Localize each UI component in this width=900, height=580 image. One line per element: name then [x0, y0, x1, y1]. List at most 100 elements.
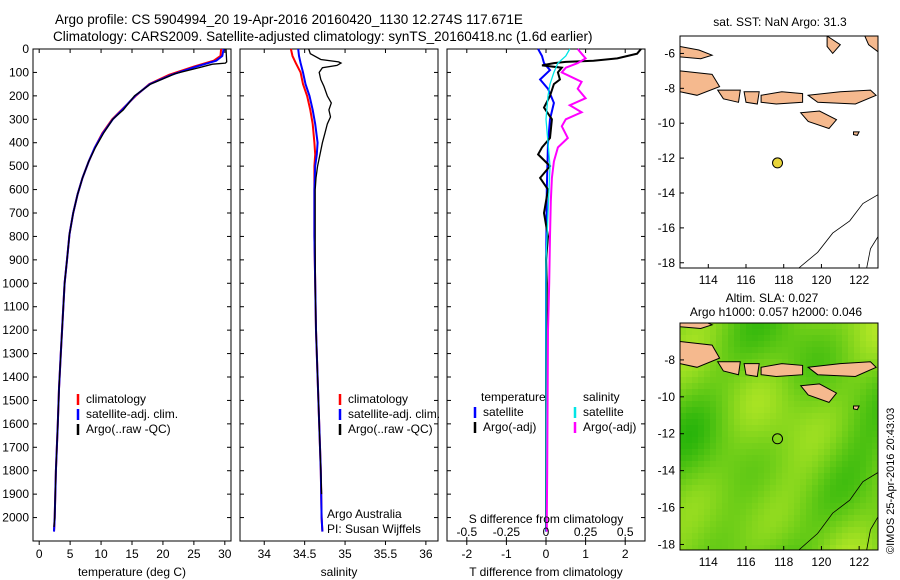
sla-cell [758, 353, 765, 360]
sla-cell [758, 503, 765, 510]
sla-cell [800, 503, 807, 510]
sla-cell [842, 509, 849, 516]
sla-cell [788, 419, 795, 426]
temperature-panel: 0 5 10 15 20 25 300100200300400500600700800900… [2, 42, 232, 579]
sla-cell [692, 419, 699, 426]
sla-cell [764, 461, 771, 468]
y-tick-label: 2000 [2, 511, 29, 525]
sla-cell [818, 353, 825, 360]
sla-cell [848, 449, 855, 456]
sla-cell [746, 455, 753, 462]
sla-cell [824, 407, 831, 414]
sla-cell [848, 443, 855, 450]
sla-cell [722, 413, 729, 420]
sla-cell [680, 407, 687, 414]
sla-cell [812, 419, 819, 426]
sla-cell [836, 521, 843, 528]
sla-cell [860, 455, 867, 462]
sla-cell [782, 521, 789, 528]
sla-cell [830, 449, 837, 456]
sla-cell [842, 407, 849, 414]
sla-cell [728, 473, 735, 480]
sla-cell [764, 521, 771, 528]
sla-cell [728, 539, 735, 546]
sla-cell [710, 431, 717, 438]
sla-cell [734, 509, 741, 516]
sla-cell [764, 383, 771, 390]
sla-cell [776, 377, 783, 384]
sla-cell [746, 437, 753, 444]
sla-cell [686, 479, 693, 486]
sla-cell [740, 509, 747, 516]
sla-cell [722, 491, 729, 498]
sla-cell [764, 323, 771, 330]
sla-cell [872, 407, 878, 414]
sla-cell [710, 533, 717, 540]
sla-cell [704, 503, 711, 510]
sla-cell [836, 503, 843, 510]
sla-cell [824, 383, 831, 390]
sla-cell [752, 443, 759, 450]
sla-cell [728, 413, 735, 420]
sla-cell [800, 323, 807, 330]
sla-cell [692, 527, 699, 534]
sla-cell [752, 545, 759, 550]
sla-cell [788, 389, 795, 396]
series-line-3 [545, 48, 588, 532]
sla-cell [848, 509, 855, 516]
sla-cell [800, 437, 807, 444]
x-tick-label: 0 [543, 547, 550, 561]
sla-cell [830, 437, 837, 444]
sla-cell [848, 503, 855, 510]
sla-cell [746, 467, 753, 474]
sla-cell [704, 527, 711, 534]
sla-cell [734, 413, 741, 420]
sla-cell [704, 335, 711, 342]
sla-cell [776, 383, 783, 390]
sla-cell [848, 425, 855, 432]
y-tick-label: 1800 [2, 464, 29, 478]
sla-cell [818, 485, 825, 492]
sla-cell [752, 389, 759, 396]
sla-cell [794, 479, 801, 486]
sla-cell [698, 407, 705, 414]
sla-cell [794, 491, 801, 498]
sla-cell [800, 521, 807, 528]
x-tick-label: 34 [258, 547, 272, 561]
land-6 [853, 131, 860, 136]
sla-cell [716, 449, 723, 456]
sla-cell [800, 443, 807, 450]
sla-cell [734, 329, 741, 336]
sla-cell [740, 437, 747, 444]
sla-cell [746, 329, 753, 336]
sla-cell [794, 335, 801, 342]
sla-cell [722, 419, 729, 426]
sla-cell [746, 359, 753, 366]
sla-cell [740, 329, 747, 336]
sla-cell [860, 377, 867, 384]
sla-cell [770, 485, 777, 492]
sla-cell [746, 389, 753, 396]
sla-cell [842, 455, 849, 462]
sla-cell [764, 515, 771, 522]
sla-cell [770, 437, 777, 444]
sla-cell [812, 461, 819, 468]
sla-cell [866, 353, 873, 360]
sla-cell [692, 389, 699, 396]
sla-cell [800, 407, 807, 414]
sla-cell [680, 479, 687, 486]
sla-cell [710, 329, 717, 336]
sla-cell [680, 395, 687, 402]
sla-cell [794, 527, 801, 534]
sla-cell [776, 437, 783, 444]
sla-cell [764, 425, 771, 432]
sla-cell [848, 395, 855, 402]
sla-cell [782, 389, 789, 396]
sla-cell [698, 533, 705, 540]
sla-cell [866, 377, 873, 384]
sla-cell [698, 485, 705, 492]
sla-cell [842, 443, 849, 450]
y-tick-label: 700 [9, 206, 29, 220]
sla-cell [842, 353, 849, 360]
sla-cell [812, 467, 819, 474]
